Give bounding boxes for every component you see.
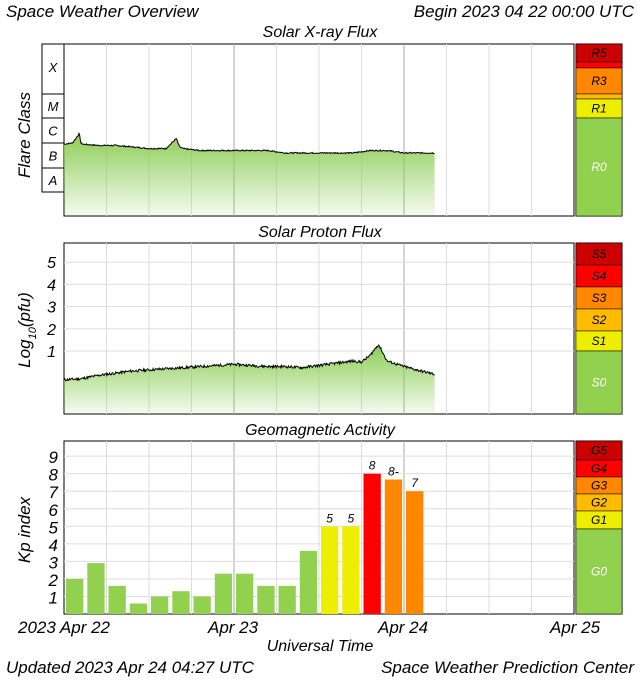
kp-y-tick-label: 6 <box>49 501 59 520</box>
proton-ylabel-part: Log <box>15 339 34 368</box>
proton-y-tick-label: 3 <box>47 300 56 317</box>
proton-scale-label: S2 <box>592 313 607 327</box>
xray-scale-label: R5 <box>591 46 607 60</box>
kp-bar-label: 7 <box>411 476 419 490</box>
kp-scale-segment <box>575 528 623 615</box>
xray-title: Solar X-ray Flux <box>262 24 378 41</box>
kp-bar <box>342 526 360 614</box>
kp-y-tick-label: 4 <box>49 536 58 555</box>
flare-class-label: M <box>48 99 59 114</box>
kp-y-tick-label: 8 <box>49 466 59 485</box>
kp-bar <box>129 603 148 614</box>
kp-scale-label: G3 <box>591 479 607 493</box>
xray-scale-label: R0 <box>591 160 607 174</box>
kp-bar-label: 8 <box>369 459 376 473</box>
kp-bar-label: 8- <box>388 464 399 478</box>
kp-bar <box>193 596 211 614</box>
kp-y-axis-label: Kp index <box>15 496 34 563</box>
proton-y-tick-label: 1 <box>47 344 56 361</box>
kp-y-tick-label: 1 <box>49 588 58 607</box>
x-tick-label: Apr 25 <box>549 618 601 637</box>
xray-scale-label: R1 <box>591 102 606 116</box>
kp-title: Geomagnetic Activity <box>245 422 395 439</box>
swpc-credit: Space Weather Prediction Center <box>381 658 634 677</box>
kp-bar <box>172 591 190 614</box>
kp-bar <box>108 585 126 614</box>
proton-ylabel-sub: 10 <box>27 326 39 339</box>
xray-scale-segment <box>575 61 623 69</box>
flare-class-label: C <box>48 124 58 139</box>
flare-class-label: A <box>48 173 58 188</box>
kp-bar <box>406 491 424 614</box>
kp-bar <box>321 526 339 614</box>
proton-y-tick-label: 4 <box>47 277 56 294</box>
updated-time: Updated 2023 Apr 24 04:27 UTC <box>6 658 254 677</box>
kp-bar <box>236 573 254 614</box>
kp-scale-label: G4 <box>591 462 607 476</box>
flare-class-label: B <box>49 149 58 164</box>
proton-scale-segment <box>575 350 623 415</box>
kp-y-tick-label: 3 <box>49 553 59 572</box>
proton-flux-line <box>63 343 435 382</box>
kp-bar-label: 5 <box>326 511 333 525</box>
kp-scale-label: G2 <box>591 496 607 510</box>
x-tick-label: Apr 23 <box>207 618 259 637</box>
kp-y-tick-label: 9 <box>49 448 59 467</box>
xray-scale-segment <box>575 117 623 217</box>
proton-y-tick-label: 5 <box>47 255 56 272</box>
kp-y-tick-label: 5 <box>49 518 59 537</box>
xray-scale-segment <box>575 93 623 100</box>
kp-bar <box>151 596 169 614</box>
proton-ylabel-part: (pfu) <box>15 292 34 327</box>
kp-bar <box>299 550 318 614</box>
kp-scale-label: G1 <box>591 513 607 527</box>
kp-bar <box>214 573 233 614</box>
proton-scale-label: S3 <box>592 291 607 305</box>
kp-bar <box>257 585 275 614</box>
x-tick-label: 2023 Apr 22 <box>17 618 111 637</box>
xray-flux-area <box>64 133 435 216</box>
flare-class-label: X <box>48 60 59 75</box>
proton-scale-label: S1 <box>592 334 607 348</box>
time-axis: 2023 Apr 22 Apr 23 Apr 24 Apr 25 <box>17 618 601 637</box>
proton-y-axis-label: Log10(pfu) <box>15 292 39 368</box>
xray-scale-label: R3 <box>591 74 607 88</box>
kp-bar <box>363 473 381 614</box>
header-title: Space Weather Overview <box>6 2 199 21</box>
kp-bar-label: 5 <box>348 511 355 525</box>
kp-scale-label: G0 <box>591 565 607 579</box>
xray-flux-line <box>63 131 435 155</box>
kp-y-tick-label: 7 <box>49 483 59 502</box>
kp-bar <box>66 578 84 614</box>
proton-scale-label: S5 <box>592 247 607 261</box>
proton-scale-label: S4 <box>592 269 607 283</box>
kp-scale-label: G5 <box>591 444 607 458</box>
x-axis-label: Universal Time <box>266 638 374 655</box>
proton-panel: 1 2 3 4 5 Log10(pfu) S5 S4 S3 S2 S1 S0 <box>15 242 623 415</box>
proton-scale-label: S0 <box>592 376 607 390</box>
header-begin-time: Begin 2023 04 22 00:00 UTC <box>413 2 634 21</box>
x-tick-label: Apr 24 <box>377 618 428 637</box>
kp-bar <box>384 479 403 614</box>
kp-bar <box>87 563 105 614</box>
xray-y-axis-label: Flare Class <box>15 92 34 178</box>
kp-bar <box>278 585 296 614</box>
proton-title: Solar Proton Flux <box>258 224 382 241</box>
proton-y-tick-label: 2 <box>46 322 56 339</box>
kp-y-tick-label: 2 <box>48 571 59 590</box>
